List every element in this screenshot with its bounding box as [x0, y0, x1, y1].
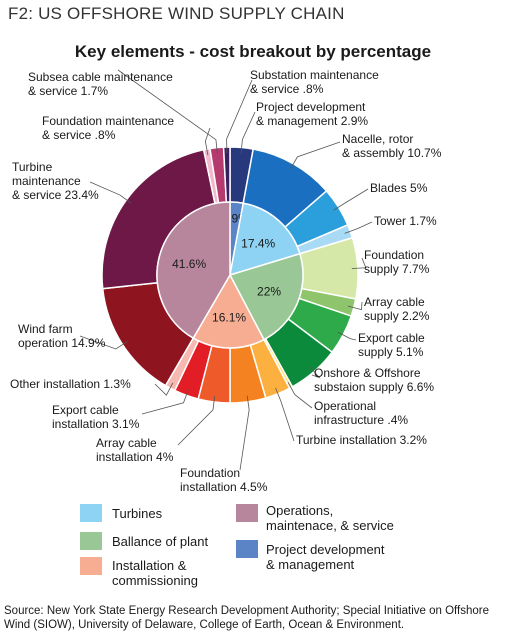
figure-label: F2: US OFFSHORE WIND SUPPLY CHAIN — [8, 4, 345, 23]
inner-value-ops: 41.6% — [172, 257, 206, 271]
label-array-cable-supply: Array cable supply 2.2% — [364, 295, 430, 323]
leader-line-wind-farm-operation-14-9 — [79, 335, 128, 350]
label-foundation-maintenance: Foundation maintenance & service .8% — [42, 114, 175, 142]
label-onshore-offshore-substation: Onshore & Offshore substaion supply 6.6% — [314, 366, 435, 394]
leader-line-nacelle-rotor-assembly-10-7 — [290, 141, 341, 170]
inner-slice-ops — [156, 201, 231, 340]
leader-line-blades-5 — [333, 188, 369, 211]
label-blades: Blades 5% — [370, 181, 428, 195]
leader-line-array-cable-supply-2-2 — [347, 301, 363, 311]
label-turbine-installation: Turbine installation 3.2% — [296, 433, 427, 447]
inner-slice-turbines — [229, 202, 301, 277]
legend-swatch-installation — [80, 557, 102, 575]
legend-label-turbines: Turbines — [112, 506, 163, 521]
leader-line-turbine-maintenance-service-23-4 — [89, 181, 132, 204]
inner-slice-install — [192, 273, 265, 349]
legend-swatch-balance-of-plant — [80, 532, 102, 550]
label-substation-maintenance: Substation maintenance & service .8% — [250, 68, 379, 96]
inner-value-turbines: 17.4% — [241, 236, 275, 250]
leader-line-tower-1-7 — [344, 221, 373, 234]
label-wind-farm-operation: Wind farm operation 14.9% — [18, 322, 106, 350]
leader-line-array-cable-installation-4 — [177, 395, 216, 446]
leader-line-turbine-installation-3-2 — [275, 387, 295, 442]
leader-line-other-installation-1-3 — [154, 382, 174, 396]
label-subsea-cable-maintenance: Subsea cable maintenance & service 1.7% — [28, 70, 173, 98]
leader-line-substation-maintenance-service-8 — [226, 79, 253, 154]
label-foundation-supply: Foundation supply 7.7% — [364, 248, 430, 276]
leader-line-onshore-offshore-substaion-supply-6-6 — [309, 366, 321, 379]
leader-line-project-development-management-2-9 — [240, 111, 256, 154]
label-operational-infrastructure: Operational infrastructure .4% — [314, 399, 409, 427]
label-foundation-installation: Foundation installation 4.5% — [180, 466, 268, 494]
label-export-cable-installation: Export cable installation 3.1% — [52, 403, 140, 431]
chart-title: Key elements - cost breakout by percenta… — [74, 42, 432, 61]
leader-line-operational-infrastructure-4 — [287, 382, 313, 409]
label-nacelle: Nacelle, rotor & assembly 10.7% — [342, 132, 442, 160]
legend-swatch-project-development — [236, 540, 258, 558]
leader-line-foundation-supply-7-7 — [351, 257, 367, 269]
inner-slice-bop — [228, 252, 304, 341]
legend-swatch-operations — [236, 504, 258, 522]
inner-value-install: 16.1% — [212, 310, 246, 324]
label-tower: Tower 1.7% — [374, 214, 437, 228]
label-other-installation: Other installation 1.3% — [10, 377, 131, 391]
label-project-development: Project development & management 2.9% — [256, 100, 369, 128]
leader-line-export-cable-installation-3-1 — [141, 389, 189, 415]
leader-line-export-cable-supply-5-1 — [337, 331, 357, 341]
leader-line-foundation-installation-4-5 — [239, 395, 250, 471]
legend-swatch-turbines — [80, 504, 102, 522]
label-array-cable-installation: Array cable installation 4% — [96, 436, 174, 464]
label-export-cable-supply: Export cable supply 5.1% — [358, 331, 425, 359]
legend-label-balance-of-plant: Ballance of plant — [112, 534, 209, 549]
leader-line-foundation-maintenance-service-8 — [204, 127, 211, 156]
legend-label-operations: Operations, maintenace, & service — [266, 503, 394, 533]
source-note: Source: New York State Energy Research D… — [4, 605, 489, 631]
legend-label-installation: Installation & commissioning — [112, 558, 198, 588]
inner-value-bop: 22% — [257, 284, 281, 298]
leader-line-subsea-cable-maintenance-service-1-7 — [117, 69, 218, 154]
legend-label-project-development: Project development & management — [266, 542, 385, 572]
label-turbine-maintenance: Turbine maintenance & service 23.4% — [12, 160, 99, 202]
